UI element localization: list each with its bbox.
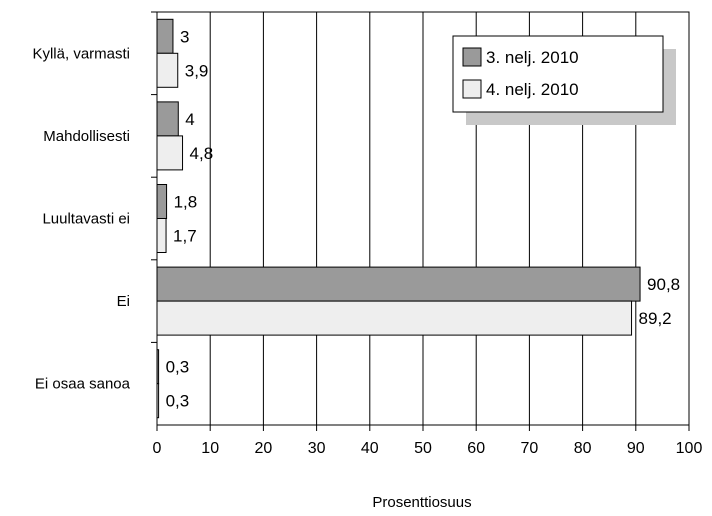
bar-s1-1 — [156, 135, 184, 171]
category-label-0: Kyllä, varmasti — [32, 45, 130, 62]
data-label-s1-1: 4,8 — [190, 144, 214, 163]
category-label-3: Ei — [117, 293, 130, 310]
x-tick-label-70: 70 — [521, 440, 539, 457]
category-label-4: Ei osaa sanoa — [35, 376, 131, 393]
bar-s1-3 — [156, 300, 633, 336]
data-label-s1-2: 1,7 — [173, 227, 197, 246]
x-tick-label-0: 0 — [153, 440, 162, 457]
data-label-s0-0: 3 — [180, 27, 189, 46]
x-tick-label-90: 90 — [627, 440, 645, 457]
category-label-2: Luultavasti ei — [42, 211, 130, 228]
bar-s0-2 — [156, 184, 168, 219]
bar-s1-2 — [156, 218, 167, 253]
data-label-s0-3: 90,8 — [647, 275, 680, 294]
x-tick-label-20: 20 — [255, 440, 273, 457]
data-label-s0-4: 0,3 — [166, 358, 190, 377]
legend-swatch-1 — [462, 79, 482, 99]
bar-s1-0 — [156, 52, 179, 88]
data-label-s1-0: 3,9 — [185, 61, 209, 80]
data-label-s0-1: 4 — [185, 110, 194, 129]
x-tick-label-10: 10 — [201, 440, 219, 457]
x-tick-label-60: 60 — [467, 440, 485, 457]
data-label-s1-3: 89,2 — [639, 309, 672, 328]
x-tick-label-30: 30 — [308, 440, 326, 457]
category-label-1: Mahdollisesti — [43, 128, 130, 145]
bar-s0-0 — [156, 18, 174, 54]
data-label-s1-4: 0,3 — [166, 392, 190, 411]
data-label-s0-2: 1,8 — [174, 193, 198, 212]
x-tick-label-50: 50 — [414, 440, 432, 457]
legend-label-0: 3. nelj. 2010 — [486, 48, 579, 67]
x-tick-label-100: 100 — [676, 440, 703, 457]
x-axis-title: Prosenttiosuus — [372, 494, 471, 511]
bar-s0-3 — [156, 266, 641, 302]
bar-s0-1 — [156, 101, 179, 137]
legend-label-1: 4. nelj. 2010 — [486, 80, 579, 99]
legend-swatch-0 — [462, 47, 482, 67]
x-tick-label-80: 80 — [574, 440, 592, 457]
x-tick-label-40: 40 — [361, 440, 379, 457]
legend-box — [452, 35, 664, 113]
